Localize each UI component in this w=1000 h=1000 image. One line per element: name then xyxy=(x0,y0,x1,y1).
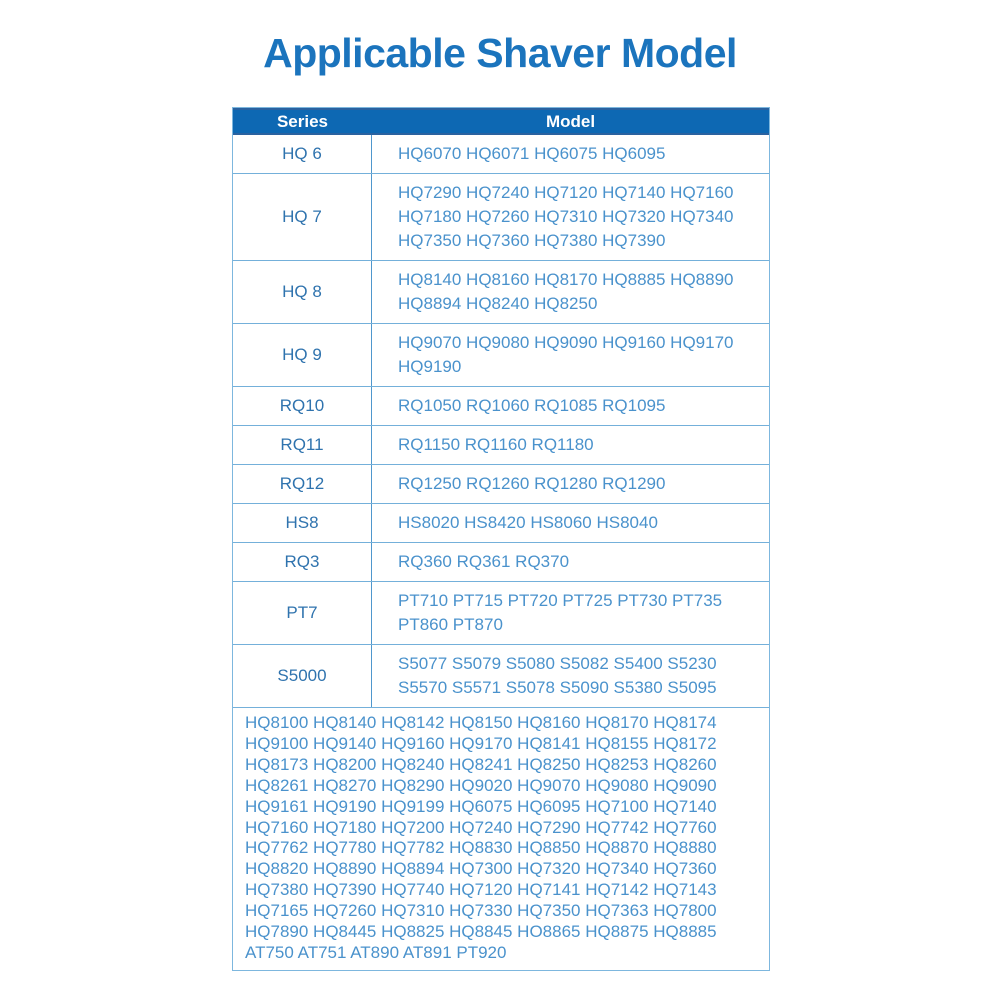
series-cell: HS8 xyxy=(233,504,372,542)
models-cell: S5077 S5079 S5080 S5082 S5400 S5230 S557… xyxy=(398,654,717,697)
table-row: HQ 8 HQ8140 HQ8160 HQ8170 HQ8885 HQ8890 … xyxy=(233,261,769,324)
models-cell: RQ360 RQ361 RQ370 xyxy=(398,552,570,571)
table-row: RQ11 RQ1150 RQ1160 RQ1180 xyxy=(233,426,769,465)
series-cell: HQ 6 xyxy=(233,135,372,173)
table-row: RQ3 RQ360 RQ361 RQ370 xyxy=(233,543,769,582)
column-header-series: Series xyxy=(276,111,329,131)
series-cell: RQ11 xyxy=(233,426,372,464)
series-cell: HQ 9 xyxy=(233,324,372,386)
table-header-row: Series Model xyxy=(233,108,769,135)
series-cell: RQ12 xyxy=(233,465,372,503)
series-cell: RQ3 xyxy=(233,543,372,581)
table-row: PT7 PT710 PT715 PT720 PT725 PT730 PT735 … xyxy=(233,582,769,645)
table-row: HQ 9 HQ9070 HQ9080 HQ9090 HQ9160 HQ9170 … xyxy=(233,324,769,387)
series-cell: S5000 xyxy=(233,645,372,707)
models-cell: HQ9070 HQ9080 HQ9090 HQ9160 HQ9170 HQ919… xyxy=(398,333,734,376)
table-row: HS8 HS8020 HS8420 HS8060 HS8040 xyxy=(233,504,769,543)
models-cell: HQ6070 HQ6071 HQ6075 HQ6095 xyxy=(398,144,666,163)
series-cell: RQ10 xyxy=(233,387,372,425)
page-title: Applicable Shaver Model xyxy=(263,30,737,76)
shaver-model-table: Series Model HQ 6 HQ6070 HQ6071 HQ6075 H… xyxy=(232,107,770,971)
models-cell: RQ1250 RQ1260 RQ1280 RQ1290 xyxy=(398,474,666,493)
series-cell: PT7 xyxy=(233,582,372,644)
models-cell: HQ7290 HQ7240 HQ7120 HQ7140 HQ7160 HQ718… xyxy=(398,183,734,250)
table-row: HQ 6 HQ6070 HQ6071 HQ6075 HQ6095 xyxy=(233,135,769,174)
series-cell: HQ 8 xyxy=(233,261,372,323)
table-row: S5000 S5077 S5079 S5080 S5082 S5400 S523… xyxy=(233,645,769,707)
series-cell: HQ 7 xyxy=(233,174,372,260)
table-row: HQ 7 HQ7290 HQ7240 HQ7120 HQ7140 HQ7160 … xyxy=(233,174,769,261)
table-row: RQ10 RQ1050 RQ1060 RQ1085 RQ1095 xyxy=(233,387,769,426)
models-cell: RQ1050 RQ1060 RQ1085 RQ1095 xyxy=(398,396,666,415)
models-cell: RQ1150 RQ1160 RQ1180 xyxy=(398,435,594,454)
all-compatible-models-cell: HQ8100 HQ8140 HQ8142 HQ8150 HQ8160 HQ817… xyxy=(233,707,769,970)
models-cell: HQ8140 HQ8160 HQ8170 HQ8885 HQ8890 HQ889… xyxy=(398,270,734,313)
column-header-model: Model xyxy=(545,111,596,131)
models-cell: HS8020 HS8420 HS8060 HS8040 xyxy=(398,513,658,532)
models-cell: PT710 PT715 PT720 PT725 PT730 PT735 PT86… xyxy=(398,591,723,634)
table-row: RQ12 RQ1250 RQ1260 RQ1280 RQ1290 xyxy=(233,465,769,504)
